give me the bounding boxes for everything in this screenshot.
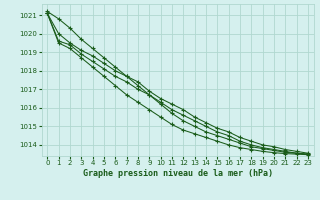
- X-axis label: Graphe pression niveau de la mer (hPa): Graphe pression niveau de la mer (hPa): [83, 169, 273, 178]
